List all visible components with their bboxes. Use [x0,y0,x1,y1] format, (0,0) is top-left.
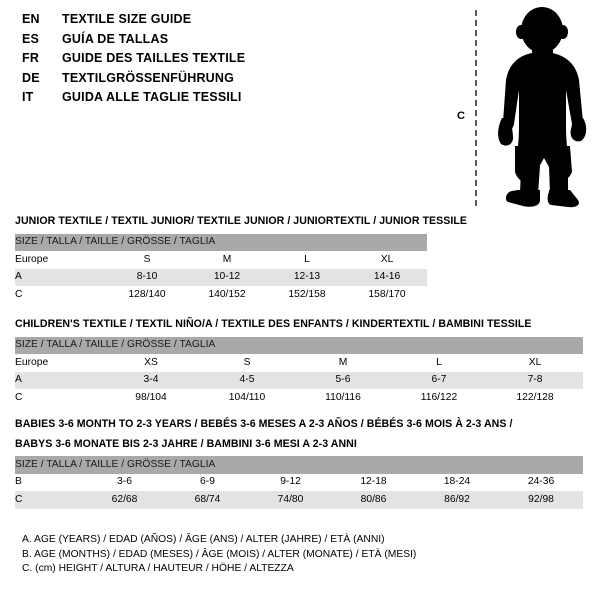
figure-area: C [440,4,600,209]
table-row: B 3-6 6-9 9-12 12-18 18-24 24-36 [15,473,584,491]
language-row-de: DE TEXTILGRÖSSENFÜHRUNG [22,71,442,91]
section-title-children: CHILDREN'S TEXTILE / TEXTIL NIÑO/A / TEX… [15,317,583,332]
section-title-babies-line1: BABIES 3-6 MONTH TO 2-3 YEARS / BEBÉS 3-… [15,418,513,430]
height-measure-label: C [457,110,465,122]
row-value: 74/80 [277,493,304,505]
legend-item-a: A. AGE (YEARS) / EDAD (AÑOS) / ÂGE (ANS)… [22,534,385,545]
language-title-en: TEXTILE SIZE GUIDE [62,12,192,26]
language-code-de: DE [22,70,40,85]
section-title-children-text: CHILDREN'S TEXTILE / TEXTIL NIÑO/A / TEX… [15,318,532,330]
row-value: 7-8 [527,374,543,386]
section-children: CHILDREN'S TEXTILE / TEXTIL NIÑO/A / TEX… [15,317,584,407]
legend-item-b: B. AGE (MONTHS) / EDAD (MESES) / ÂGE (MO… [22,548,417,560]
row-label: B [15,476,22,488]
legend-item-c: C. (cm) HEIGHT / ALTURA / HAUTEUR / HÖHE… [22,563,294,575]
row-value: 6-9 [200,476,215,488]
row-value: 12-13 [293,271,321,283]
row-label: C [15,493,23,505]
section-junior: JUNIOR TEXTILE / TEXTIL JUNIOR/ TEXTILE … [15,214,467,304]
row-value: 14-16 [373,271,401,283]
row-value: 10-12 [213,271,241,283]
table-band-babies: SIZE / TALLA / TAILLE / GRÖSSE / TAGLIA [15,456,584,474]
row-value: L [304,253,310,265]
row-value: 92/98 [528,493,554,505]
row-value: 4-5 [239,374,255,386]
table-row: C 62/68 68/74 74/80 80/86 86/92 92/98 [15,491,584,509]
row-label: C [15,288,23,300]
table-row: C 128/140 140/152 152/158 158/170 [15,286,428,304]
table-row: C 98/104 104/110 110/116 116/122 122/128 [15,389,584,407]
language-code-es: ES [22,31,40,46]
language-row-es: ES GUÍA DE TALLAS [22,32,442,52]
size-table-junior: SIZE / TALLA / TAILLE / GRÖSSE / TAGLIA … [15,233,428,304]
section-title-junior: JUNIOR TEXTILE / TEXTIL JUNIOR/ TEXTILE … [15,215,468,227]
row-value: M [222,253,232,265]
language-row-it: IT GUIDA ALLE TAGLIE TESSILI [22,90,442,110]
row-value: XS [144,356,158,368]
size-table-babies: SIZE / TALLA / TAILLE / GRÖSSE / TAGLIA … [15,456,584,509]
row-value: L [436,356,442,368]
toddler-silhouette-icon [498,7,587,208]
band-label-junior: SIZE / TALLA / TAILLE / GRÖSSE / TAGLIA [15,236,216,248]
language-header: EN TEXTILE SIZE GUIDE ES GUÍA DE TALLAS … [22,12,442,110]
row-value: 3-4 [143,374,159,386]
row-value: 18-24 [443,476,471,488]
language-row-en: EN TEXTILE SIZE GUIDE [22,12,442,32]
row-value: 128/140 [128,288,166,300]
size-table-children: SIZE / TALLA / TAILLE / GRÖSSE / TAGLIA … [15,336,584,407]
row-value: 8-10 [136,271,158,283]
section-title-babies-line2: BABYS 3-6 MONATE BIS 2-3 JAHRE / BAMBINI… [15,437,357,450]
language-row-fr: FR GUIDE DES TAILLES TEXTILE [22,51,442,71]
language-title-it: GUIDA ALLE TAGLIE TESSILI [62,90,242,104]
row-label: Europe [15,356,49,368]
row-value: 116/122 [420,391,458,403]
row-value: 3-6 [117,476,132,488]
height-dashed-line [475,10,477,206]
table-band-junior: SIZE / TALLA / TAILLE / GRÖSSE / TAGLIA [15,233,428,251]
row-value: 98/104 [135,391,167,403]
table-row: A 8-10 10-12 12-13 14-16 [15,268,428,286]
row-label: C [15,391,23,403]
row-value: 158/170 [368,288,406,300]
language-code-it: IT [22,90,34,104]
row-label: A [15,271,22,283]
row-value: 80/86 [360,493,387,505]
language-code-en: EN [22,12,40,26]
row-value: 24-36 [527,476,555,488]
row-value: 140/152 [208,288,246,300]
row-label: Europe [15,253,49,265]
table-row: A 3-4 4-5 5-6 6-7 7-8 [15,371,584,389]
row-value: 104/110 [228,391,266,403]
row-value: S [143,253,151,265]
row-label: A [15,374,22,386]
row-value: 12-18 [360,476,387,488]
row-value: 62/68 [111,493,138,505]
row-value: 5-6 [335,374,351,386]
table-band-children: SIZE / TALLA / TAILLE / GRÖSSE / TAGLIA [15,336,584,354]
row-value: 152/158 [288,288,326,300]
band-label-babies: SIZE / TALLA / TAILLE / GRÖSSE / TAGLIA [15,458,216,470]
row-value: 6-7 [431,374,447,386]
row-value: XL [528,356,542,368]
legend-block: A. AGE (YEARS) / EDAD (AÑOS) / ÂGE (ANS)… [22,533,416,577]
language-title-de: TEXTILGRÖSSENFÜHRUNG [62,70,235,85]
section-babies: BABIES 3-6 MONTH TO 2-3 YEARS / BEBÉS 3-… [15,417,584,509]
table-row: Europe XS S M L XL [15,354,584,372]
row-value: S [243,356,251,368]
row-value: 68/74 [194,493,221,505]
table-row: Europe S M L XL [15,251,428,269]
row-value: 86/92 [444,493,470,505]
row-value: 9-12 [280,476,301,488]
language-title-fr: GUIDE DES TAILLES TEXTILE [62,51,246,65]
language-code-fr: FR [22,51,40,65]
band-label-children: SIZE / TALLA / TAILLE / GRÖSSE / TAGLIA [15,339,216,351]
row-value: 122/128 [516,391,554,403]
row-value: M [338,356,348,368]
language-title-es: GUÍA DE TALLAS [62,31,169,46]
row-value: XL [380,253,394,265]
row-value: 110/116 [325,391,361,403]
